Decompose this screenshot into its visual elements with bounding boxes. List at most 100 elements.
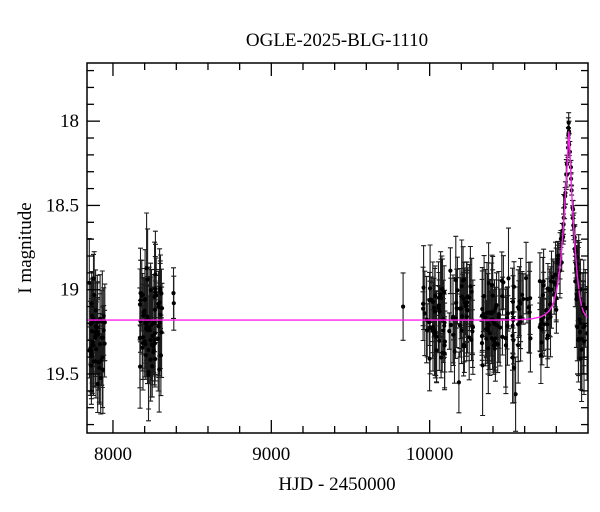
data-point: [479, 334, 485, 339]
data-point: [448, 268, 453, 273]
data-point: [159, 291, 164, 296]
data-point: [490, 293, 495, 298]
data-point: [150, 333, 155, 338]
data-point: [156, 336, 161, 341]
data-point: [100, 367, 105, 372]
data-point: [146, 347, 151, 352]
data-point: [498, 325, 503, 330]
data-point: [143, 353, 148, 358]
data-point: [581, 302, 586, 307]
data-point: [152, 294, 157, 299]
data-point: [427, 320, 432, 325]
data-point: [425, 328, 430, 333]
data-point: [137, 302, 143, 307]
chart-title: OGLE-2025-BLG-1110: [246, 30, 428, 51]
data-point: [524, 297, 530, 302]
data-point: [147, 328, 152, 333]
data-point: [433, 293, 438, 298]
data-point: [422, 311, 427, 316]
data-point: [98, 342, 103, 347]
data-point: [483, 315, 488, 320]
data-point: [459, 328, 464, 333]
data-point: [582, 323, 587, 329]
data-point: [506, 276, 511, 281]
data-point: [459, 314, 465, 319]
data-point: [454, 306, 459, 311]
data-point: [138, 364, 143, 369]
data-point: [556, 253, 561, 258]
data-point: [511, 284, 517, 289]
data-point: [545, 322, 550, 327]
data-point: [461, 278, 466, 283]
data-point: [511, 365, 517, 370]
data-point: [468, 284, 473, 289]
data-point: [540, 293, 546, 298]
data-point: [421, 285, 426, 290]
data-point: [461, 296, 466, 301]
data-point: [489, 311, 494, 316]
data-point: [539, 317, 544, 322]
y-tick-label: 19: [60, 280, 79, 301]
data-point: [140, 292, 145, 297]
data-point: [555, 260, 560, 265]
data-point: [492, 321, 497, 326]
data-point: [542, 322, 547, 327]
data-point: [87, 280, 92, 285]
data-point: [553, 272, 558, 277]
data-point: [442, 351, 447, 356]
data-point: [577, 329, 583, 335]
data-point: [93, 308, 98, 313]
y-axis-label: I magnitude: [15, 202, 36, 293]
data-point: [541, 279, 546, 284]
data-point: [93, 324, 98, 329]
data-point: [516, 343, 521, 348]
data-point: [421, 306, 426, 311]
data-point: [146, 372, 151, 377]
data-point: [430, 327, 435, 332]
data-point: [510, 310, 515, 316]
data-point: [579, 347, 584, 352]
data-point: [158, 312, 163, 317]
data-point: [573, 279, 578, 284]
data-point: [144, 324, 149, 329]
data-point: [438, 295, 444, 301]
data-point: [437, 338, 442, 343]
data-point: [148, 338, 153, 343]
data-point: [578, 321, 583, 326]
data-point: [577, 317, 582, 322]
data-point: [481, 311, 486, 316]
data-point: [484, 310, 490, 315]
data-point: [145, 314, 150, 319]
data-point: [156, 324, 161, 329]
data-point: [452, 349, 457, 354]
data-point: [451, 332, 456, 337]
data-point: [141, 310, 146, 315]
data-point: [465, 294, 470, 300]
data-point: [493, 336, 498, 341]
data-point: [153, 272, 158, 277]
data-point: [441, 328, 446, 333]
data-point: [469, 337, 474, 342]
data-point: [97, 365, 102, 370]
plot-frame: [86, 62, 589, 434]
data-point: [448, 322, 453, 328]
tick-marks: [87, 63, 588, 433]
data-point: [511, 338, 516, 343]
data-point: [538, 353, 544, 358]
data-point: [541, 283, 546, 288]
data-point: [93, 347, 99, 352]
data-point: [528, 336, 533, 341]
data-point: [432, 330, 437, 335]
data-point: [153, 307, 158, 312]
data-point: [540, 327, 545, 332]
data-point: [89, 352, 94, 357]
data-point: [513, 392, 518, 397]
data-point: [510, 299, 516, 304]
data-point: [469, 289, 474, 294]
data-point: [152, 331, 158, 336]
data-point: [91, 276, 96, 281]
data-point: [171, 291, 176, 296]
data-point: [427, 356, 432, 361]
data-point: [87, 348, 92, 353]
data-point: [518, 315, 523, 320]
